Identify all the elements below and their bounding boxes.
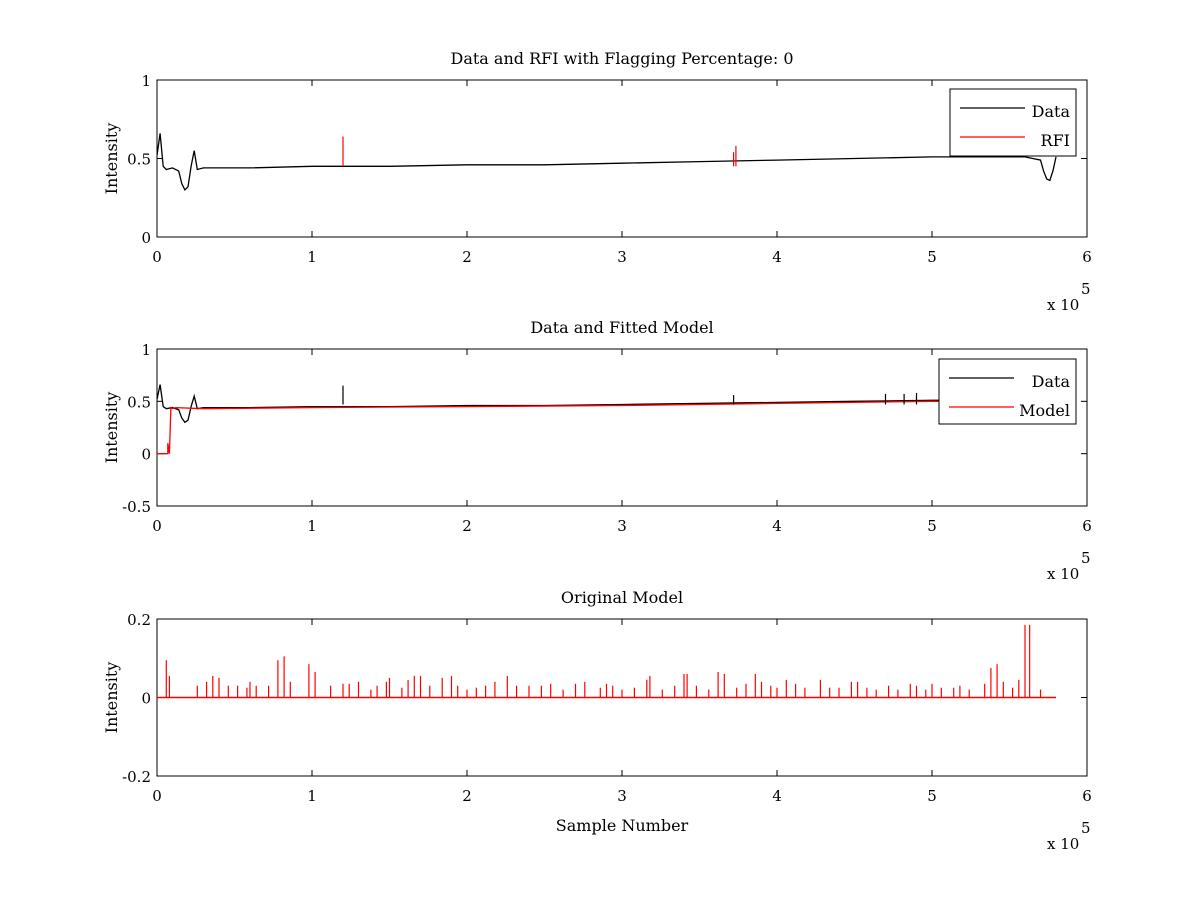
legend-label: Data <box>1032 372 1071 391</box>
y-tick-label: 0.5 <box>127 151 151 169</box>
chart-title: Data and RFI with Flagging Percentage: 0 <box>450 49 793 68</box>
x-tick-label: 6 <box>1082 787 1092 805</box>
x-axis-label: Sample Number <box>556 816 689 835</box>
y-axis-label: Intensity <box>102 392 121 464</box>
x-tick-label: 3 <box>617 517 627 535</box>
x-tick-label: 3 <box>617 248 627 266</box>
x-tick-label: 1 <box>307 517 317 535</box>
axes-frame <box>156 348 1088 507</box>
x-tick-label: 4 <box>772 248 782 266</box>
y-tick-label: -0.5 <box>122 498 151 516</box>
y-tick-label: 0 <box>141 229 151 247</box>
x-tick-label: 3 <box>617 787 627 805</box>
legend-label: RFI <box>1041 131 1070 150</box>
x-tick-label: 2 <box>462 787 472 805</box>
x-tick-label: 1 <box>307 787 317 805</box>
legend: Data Model <box>938 358 1077 425</box>
x-exponent-power: 5 <box>1081 819 1091 837</box>
plot-area <box>157 133 1057 192</box>
y-tick-label: -0.2 <box>122 768 151 786</box>
x-exponent-label: x 10 <box>1047 835 1079 853</box>
plot-area <box>157 624 1056 699</box>
x-tick-label: 5 <box>927 248 937 266</box>
chart-title: Original Model <box>561 588 683 607</box>
y-tick-label: 0 <box>141 446 151 464</box>
x-tick-label: 4 <box>772 787 782 805</box>
x-tick-label: 4 <box>772 517 782 535</box>
series-line-data <box>157 133 1057 192</box>
legend-label: Data <box>1032 102 1071 121</box>
y-tick-label: 1 <box>141 341 151 359</box>
legend-box <box>949 88 1077 157</box>
x-exponent-label: x 10 <box>1047 565 1079 583</box>
x-tick-label: 2 <box>462 248 472 266</box>
chart-title: Data and Fitted Model <box>530 318 713 337</box>
legend-box <box>938 358 1077 425</box>
axes-frame <box>156 79 1088 238</box>
x-exponent-power: 5 <box>1081 549 1091 567</box>
x-tick-label: 5 <box>927 787 937 805</box>
plot-area <box>157 384 963 455</box>
legend-label: Model <box>1019 401 1070 420</box>
x-exponent-power: 5 <box>1081 280 1091 298</box>
x-tick-label: 0 <box>152 517 162 535</box>
y-axis-label: Intensity <box>102 662 121 734</box>
legend: Data RFI <box>949 88 1077 157</box>
x-exponent-label: x 10 <box>1047 296 1079 314</box>
x-tick-label: 6 <box>1082 517 1092 535</box>
x-tick-label: 6 <box>1082 248 1092 266</box>
series-line-model <box>157 400 963 455</box>
y-tick-label: 1 <box>141 72 151 90</box>
y-tick-label: 0.5 <box>127 393 151 411</box>
x-tick-label: 2 <box>462 517 472 535</box>
x-tick-label: 0 <box>152 787 162 805</box>
x-tick-label: 5 <box>927 517 937 535</box>
x-tick-label: 1 <box>307 248 317 266</box>
y-tick-label: 0 <box>141 690 151 708</box>
y-tick-label: 0.2 <box>127 611 151 629</box>
x-tick-label: 0 <box>152 248 162 266</box>
y-axis-label: Intensity <box>102 123 121 195</box>
